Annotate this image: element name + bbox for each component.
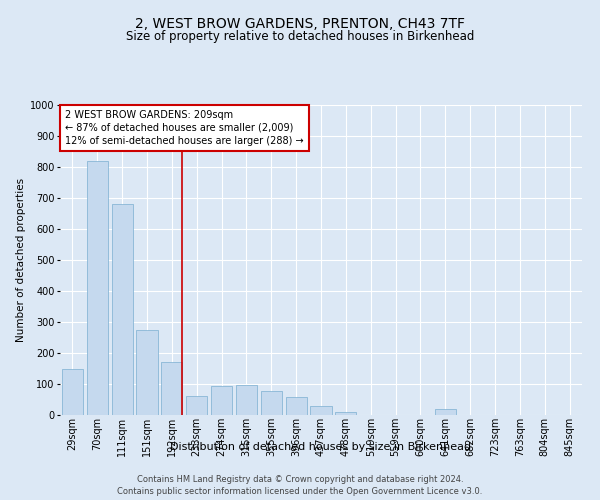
Text: Contains HM Land Registry data © Crown copyright and database right 2024.: Contains HM Land Registry data © Crown c… [137,474,463,484]
Bar [186,396,207,415]
Bar [161,362,182,415]
Bar [310,406,332,415]
Bar [62,369,83,415]
Text: 2, WEST BROW GARDENS, PRENTON, CH43 7TF: 2, WEST BROW GARDENS, PRENTON, CH43 7TF [135,18,465,32]
Bar [211,386,232,415]
Bar [136,330,158,415]
Bar [112,204,133,415]
Text: Contains public sector information licensed under the Open Government Licence v3: Contains public sector information licen… [118,486,482,496]
Bar [286,398,307,415]
Bar [87,161,108,415]
Bar [236,385,257,415]
Y-axis label: Number of detached properties: Number of detached properties [16,178,26,342]
Bar [335,412,356,415]
Text: Size of property relative to detached houses in Birkenhead: Size of property relative to detached ho… [126,30,474,43]
Text: Distribution of detached houses by size in Birkenhead: Distribution of detached houses by size … [170,442,472,452]
Bar [261,391,282,415]
Bar [435,410,456,415]
Text: 2 WEST BROW GARDENS: 209sqm
← 87% of detached houses are smaller (2,009)
12% of : 2 WEST BROW GARDENS: 209sqm ← 87% of det… [65,110,304,146]
